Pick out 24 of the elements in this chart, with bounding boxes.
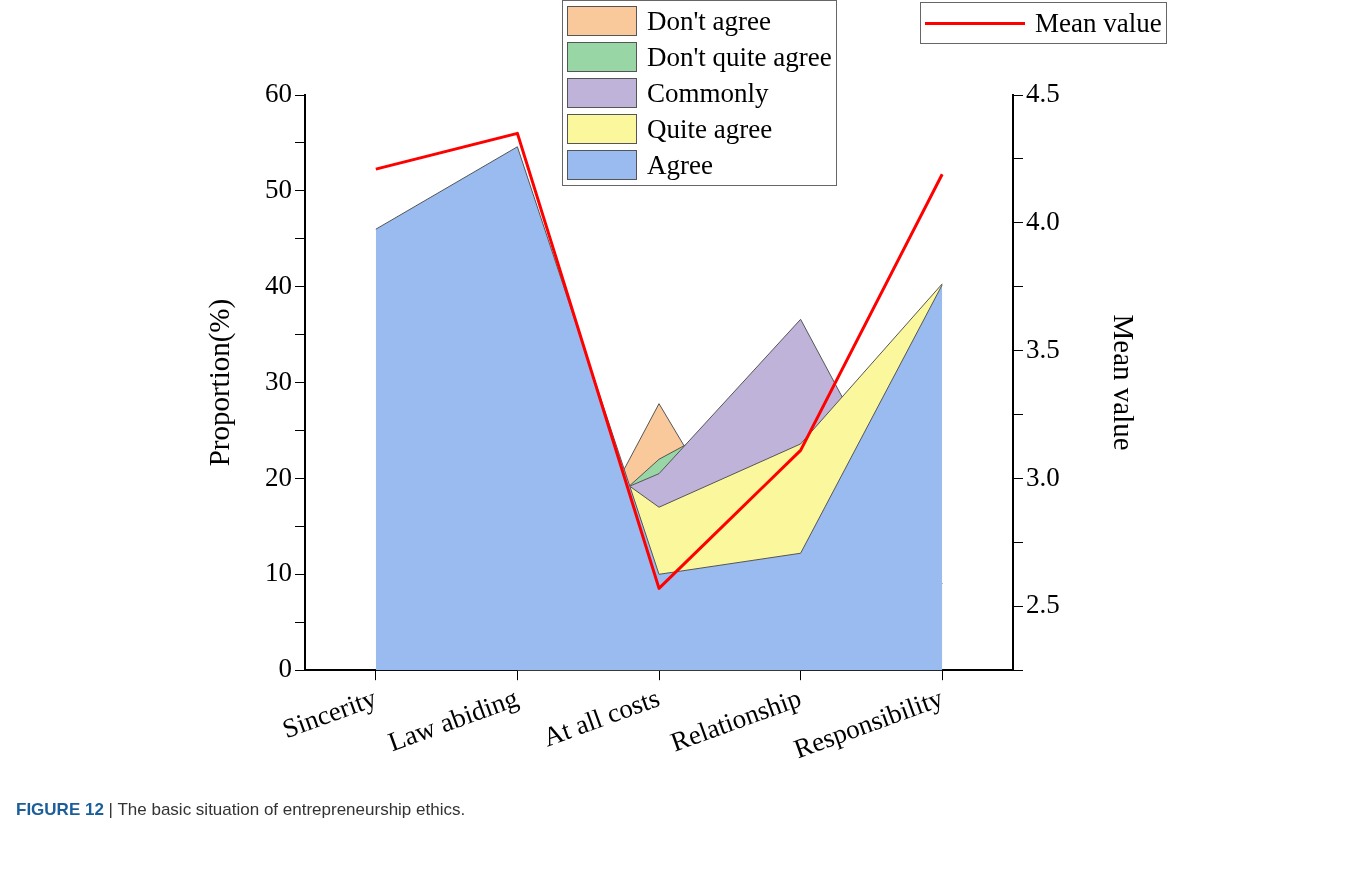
x-tick-label: At all costs <box>539 682 664 753</box>
y-tick-label: 60 <box>265 78 292 109</box>
y-tick-label: 0 <box>278 653 292 684</box>
y2-tick-label: 4.5 <box>1026 78 1060 109</box>
caption: FIGURE 12 | The basic situation of entrepreneurship ethics. <box>16 800 466 820</box>
legend-label: Quite agree <box>647 113 773 145</box>
y-tick-label: 40 <box>265 269 292 300</box>
legend-label: Mean value <box>1035 7 1162 39</box>
y-tick-label: 20 <box>265 461 292 492</box>
x-tick-label: Law abiding <box>384 682 522 758</box>
y-tick-label: 30 <box>265 365 292 396</box>
y-tick-label: 50 <box>265 173 292 204</box>
legend-label: Agree <box>647 149 713 181</box>
y2-tick-label: 4.0 <box>1026 205 1060 236</box>
x-tick-label: Sincerity <box>278 682 381 745</box>
y2-tick-label: 3.0 <box>1026 461 1060 492</box>
legend-label: Don't quite agree <box>647 41 832 73</box>
legend-label: Don't agree <box>647 5 772 37</box>
y-tick-label: 10 <box>265 557 292 588</box>
y2-tick-label: 3.5 <box>1026 333 1060 364</box>
y2-tick-label: 2.5 <box>1026 589 1060 620</box>
y2-axis-title: Mean value <box>1107 314 1140 451</box>
legend-label: Commonly <box>647 77 769 109</box>
y-axis-title: Proportion(%) <box>203 298 237 467</box>
